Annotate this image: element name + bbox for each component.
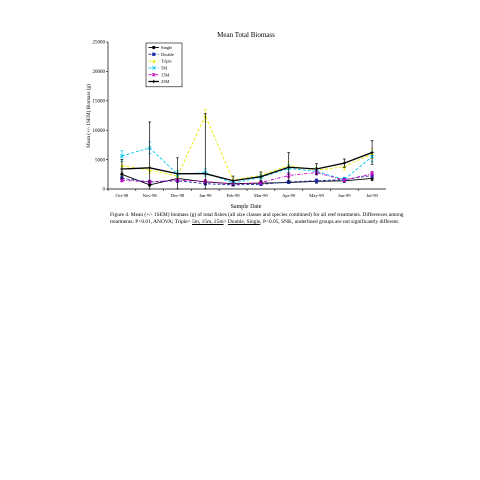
x-tick-label: Jan-99 xyxy=(199,193,212,198)
data-point xyxy=(370,150,374,155)
x-tick-label: Dec-98 xyxy=(171,193,185,198)
legend-entry: Double xyxy=(148,52,174,57)
data-point xyxy=(175,172,180,176)
y-tick-label: 20000 xyxy=(93,70,106,75)
series-triple xyxy=(120,109,374,183)
legend-swatch-marker xyxy=(152,45,156,50)
caption-text-1: Figure 4. Mean (+/- 1SEM) biomass (g) of… xyxy=(110,212,404,226)
legend-swatch-marker xyxy=(151,72,156,77)
y-tick-label: 15000 xyxy=(93,100,106,105)
figure-caption: Figure 4. Mean (+/- 1SEM) biomass (g) of… xyxy=(110,212,410,226)
data-point xyxy=(120,178,124,183)
x-tick-label: Nov-98 xyxy=(143,193,158,198)
x-tick-label: May-99 xyxy=(309,193,324,198)
legend-swatch-marker xyxy=(151,66,156,70)
data-point xyxy=(203,172,207,176)
series-25m xyxy=(120,113,374,190)
data-point xyxy=(287,165,291,169)
series-line xyxy=(121,172,373,185)
caption-text-3: , P<0.05, SNK, underlined groups are not… xyxy=(260,219,400,226)
series-line xyxy=(121,151,373,182)
data-point xyxy=(148,166,152,170)
legend-swatch-marker xyxy=(152,79,156,84)
x-tick-label: Jun-99 xyxy=(338,193,351,198)
series-line xyxy=(121,114,373,181)
legend-entry: 15M xyxy=(148,72,169,77)
legend-label: 15M xyxy=(161,72,169,77)
caption-underline-1: 5m, 15m, 25m xyxy=(192,219,224,226)
error-bar xyxy=(148,121,152,190)
error-bar xyxy=(203,113,207,190)
legend-entry: Single xyxy=(148,45,172,50)
legend-entry: 25M xyxy=(148,79,169,84)
data-point xyxy=(231,179,235,183)
data-point xyxy=(370,171,374,176)
x-tick-label: Mar-99 xyxy=(254,193,268,198)
legend-label: Single xyxy=(161,45,172,50)
legend-label: 25M xyxy=(161,79,169,84)
x-axis-label: Sample Date xyxy=(231,204,262,210)
y-tick-label: 10000 xyxy=(93,129,106,134)
legend-label: Double xyxy=(161,52,174,57)
x-tick-label: Oct-98 xyxy=(116,193,129,198)
series-line xyxy=(121,175,373,186)
data-point xyxy=(120,167,124,171)
legend-swatch-marker xyxy=(152,59,156,63)
legend-entry: 5M xyxy=(148,66,167,71)
x-tick-label: Apr-99 xyxy=(282,193,296,198)
x-tick-label: Jul-99 xyxy=(366,193,378,198)
legend-box xyxy=(145,42,183,88)
y-axis-label: Mean (+/- 1SEM) Biomass (g) xyxy=(85,84,92,148)
caption-text-2: > xyxy=(223,219,228,226)
data-point xyxy=(342,178,347,183)
y-tick-label: 25000 xyxy=(93,41,106,46)
legend-label: Triple xyxy=(161,59,172,64)
series-line xyxy=(121,147,373,184)
series-line xyxy=(121,173,373,186)
legend-entry: Triple xyxy=(148,59,172,64)
y-tick-label: 5000 xyxy=(95,158,106,163)
legend-label: 5M xyxy=(161,66,167,71)
data-point xyxy=(259,175,263,179)
data-point xyxy=(342,161,346,165)
data-point xyxy=(314,167,319,171)
data-point xyxy=(314,179,319,183)
chart-title: Mean Total Biomass xyxy=(217,31,275,39)
y-tick-label: 0 xyxy=(103,188,106,193)
x-tick-label: Feb-99 xyxy=(227,193,241,198)
caption-underline-2: Double, Single xyxy=(227,219,261,226)
legend-swatch-marker xyxy=(152,52,156,56)
axes: 0 5000 10000 15000 20000 25000 Oct-98 Nov-98 Dec… xyxy=(93,41,386,198)
data-point xyxy=(120,154,124,158)
series-layer xyxy=(120,109,374,190)
